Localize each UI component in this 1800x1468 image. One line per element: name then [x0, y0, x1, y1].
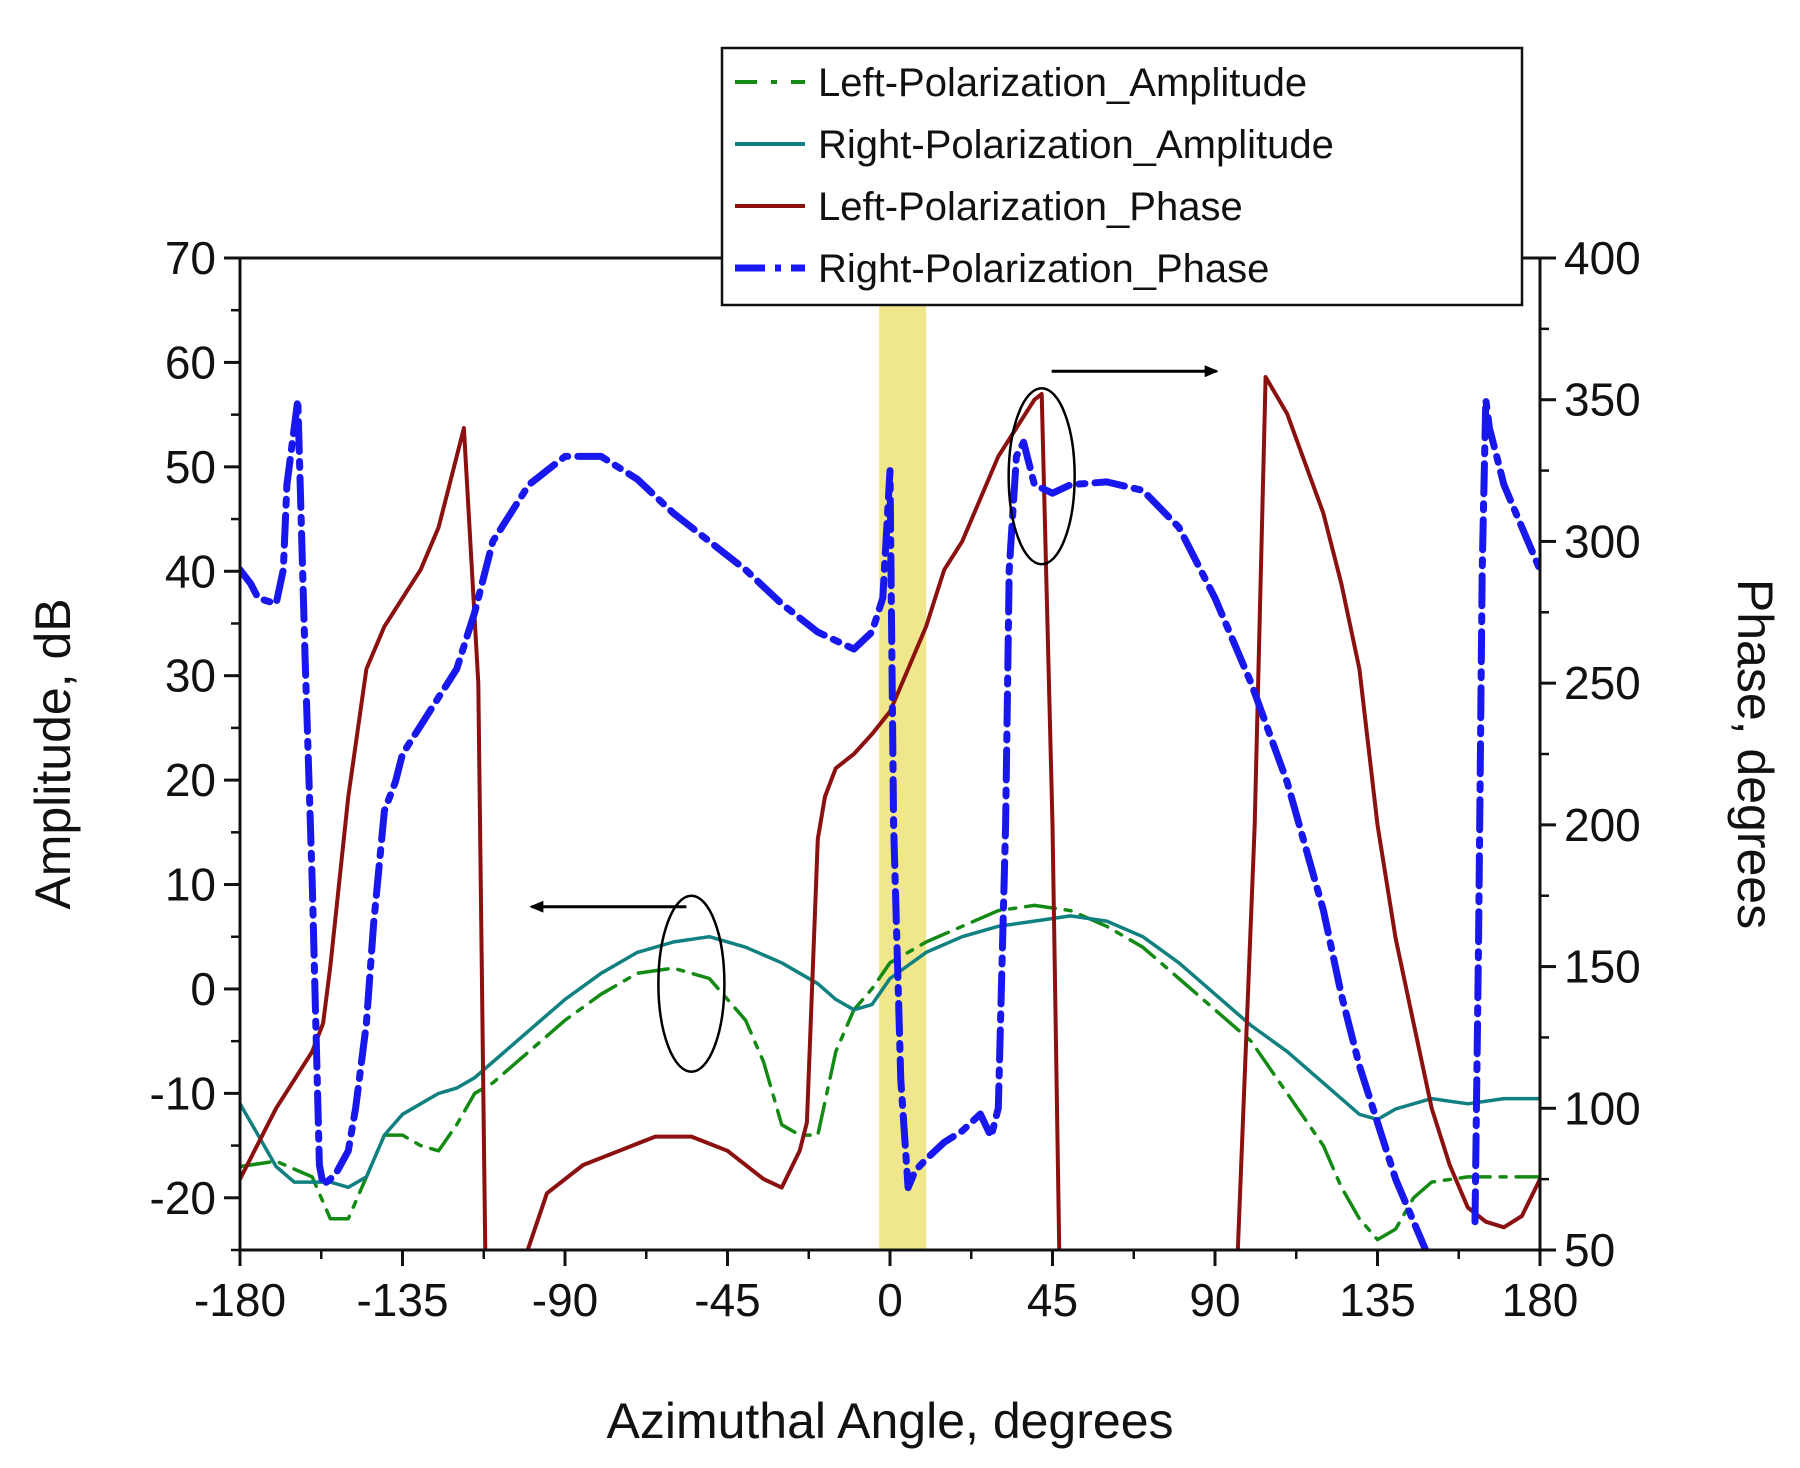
- y-tick-label: 50: [165, 441, 216, 493]
- y2-tick-label: 250: [1564, 657, 1641, 709]
- x-tick-label: -90: [532, 1274, 598, 1326]
- x-tick-label: -180: [194, 1274, 286, 1326]
- legend-label: Left-Polarization_Amplitude: [818, 61, 1307, 105]
- legend: Left-Polarization_Amplitude Right-Polariz…: [720, 46, 1524, 307]
- legend-box: [720, 46, 1524, 307]
- annotation-ellipse-2: [1007, 386, 1076, 566]
- y2-axis-title: Phase, degrees: [1727, 579, 1783, 929]
- y2-tick-label: 100: [1564, 1082, 1641, 1134]
- x-axis-title: Azimuthal Angle, degrees: [606, 1393, 1173, 1449]
- series-line-left-polarization-amplitude-0: [240, 903, 1540, 1242]
- x-tick-label: 90: [1189, 1274, 1240, 1326]
- x-tick-label: 45: [1027, 1274, 1078, 1326]
- x-tick-label: 180: [1502, 1274, 1579, 1326]
- y2-tick-label: 50: [1564, 1224, 1615, 1276]
- annotation-ellipse-1: [657, 894, 726, 1073]
- y-tick-label: 30: [165, 650, 216, 702]
- y-tick-label: 10: [165, 859, 216, 911]
- series-line-right-polarization-amplitude-0: [240, 914, 1540, 1190]
- y-tick-label: 0: [190, 963, 216, 1015]
- y-tick-label: 60: [165, 336, 216, 388]
- x-tick-label: 0: [877, 1274, 903, 1326]
- series-line-right-polarization-phase-1: [1471, 396, 1540, 1226]
- y-tick-label: -20: [150, 1172, 216, 1224]
- y2-tick-label: 150: [1564, 941, 1641, 993]
- y-tick-label: -10: [150, 1067, 216, 1119]
- series-line-right-polarization-phase-0: [240, 396, 1430, 1250]
- y-tick-label: 70: [165, 232, 216, 284]
- x-tick-label: 135: [1339, 1274, 1416, 1326]
- y-tick-label: 20: [165, 754, 216, 806]
- series-line-left-polarization-phase-1: [525, 392, 1062, 1250]
- x-tick-label: -135: [356, 1274, 448, 1326]
- y2-tick-label: 400: [1564, 232, 1641, 284]
- legend-label: Right-Polarization_Amplitude: [818, 123, 1334, 167]
- y2-tick-label: 350: [1564, 374, 1641, 426]
- y-tick-label: 40: [165, 545, 216, 597]
- series-line-left-polarization-phase-0: [240, 426, 488, 1250]
- legend-label: Left-Polarization_Phase: [818, 185, 1243, 229]
- x-tick-label: -45: [694, 1274, 760, 1326]
- axes-layer: -180 -135 -90 -45 0 45 90 135 180 -20 -10 0 10 20 30 40…: [25, 232, 1783, 1449]
- series-line-left-polarization-phase-2: [1235, 375, 1540, 1250]
- y2-tick-label: 300: [1564, 515, 1641, 567]
- legend-label: Right-Polarization_Phase: [818, 247, 1269, 291]
- y2-tick-label: 200: [1564, 799, 1641, 851]
- y-axis-title: Amplitude, dB: [25, 598, 81, 909]
- series-layer: [240, 365, 1540, 1250]
